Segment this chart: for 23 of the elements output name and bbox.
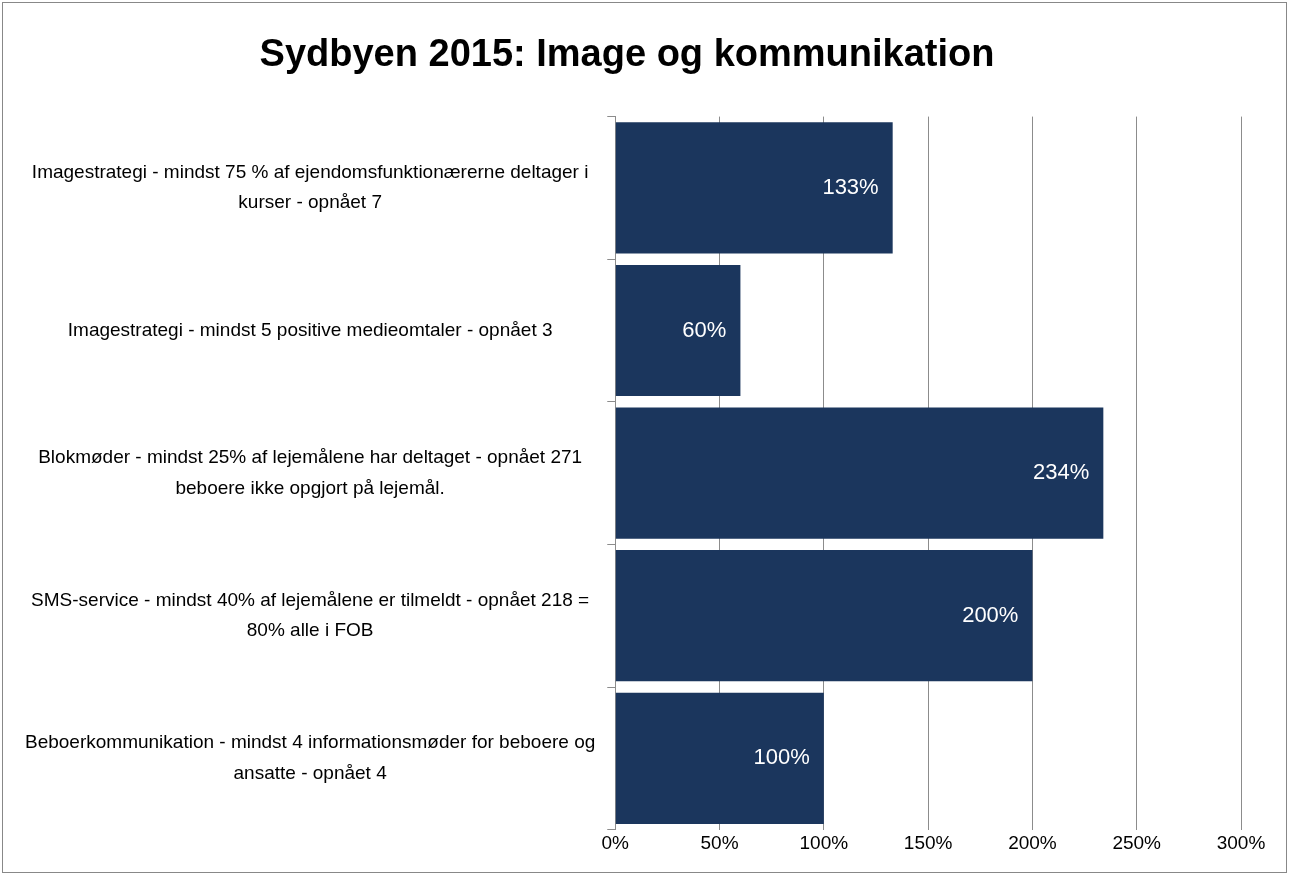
data-label: 200% — [962, 601, 1019, 627]
x-tick-label: 50% — [700, 832, 739, 854]
data-label: 234% — [1033, 459, 1090, 485]
bar — [615, 692, 824, 824]
x-tick-label: 0% — [601, 832, 630, 854]
bar — [615, 122, 893, 254]
bar — [615, 407, 1104, 539]
x-tick-label: 100% — [799, 832, 849, 854]
y-tick-label: Imagestrategi - mindst 75 % af ejendomsfunktionærerne deltager i kurser - opnået 7 — [31, 160, 589, 213]
chart-title: Sydbyen 2015: Image og kommunikation — [259, 32, 995, 75]
data-label: 100% — [753, 744, 810, 770]
x-tick-label: 150% — [903, 832, 953, 854]
data-label: 60% — [682, 316, 727, 342]
y-tick-label: Blokmøder - mindst 25% af lejemålene har deltaget - opnået 271 beboere ikke opgjort på lejemål. — [38, 446, 583, 498]
x-tick-label: 250% — [1112, 832, 1162, 854]
x-tick-label: 300% — [1216, 832, 1266, 854]
y-tick-label: SMS-service - mindst 40% af lejemålene er tilmeldt - opnået 218 = 80% alle i FOB — [31, 588, 590, 641]
y-tick-label: Beboerkommunikation - mindst 4 informationsmøder for beboere og ansatte - opnået 4 — [24, 731, 596, 783]
x-tick-label: 200% — [1008, 832, 1057, 854]
data-label: 133% — [822, 173, 879, 199]
y-tick-label: Imagestrategi - mindst 5 positive medieomtaler - opnået 3 — [67, 318, 553, 340]
bar — [615, 550, 1033, 682]
bar — [615, 264, 741, 397]
